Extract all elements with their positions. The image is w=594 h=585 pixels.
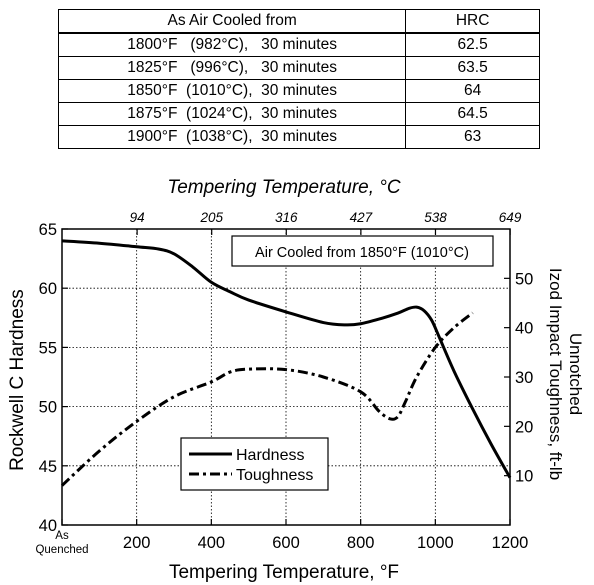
bottom-axis-title: Tempering Temperature, °F: [169, 562, 399, 583]
table-row: 1900°F (1038°C), 30 minutes 63: [57, 125, 540, 149]
x-tick-label: 800: [347, 534, 375, 552]
right-axis-title-line2: Izod Impact Toughness, ft-lb: [546, 268, 565, 480]
table-row: 1850°F (1010°C), 30 minutes 64: [57, 79, 540, 103]
y2-tick-label: 10: [515, 468, 533, 486]
y2-tick-label: 30: [515, 369, 533, 387]
x-tick-label: As: [55, 530, 69, 542]
x2-tick-label: 316: [275, 210, 298, 225]
x-tick-label: 600: [272, 534, 300, 552]
chart-ticks: As Quenched 200 400 600 800 1000 1200 94 205 316 42…: [35, 210, 533, 556]
table-header-hrc: HRC: [405, 9, 540, 34]
chart-series: [60, 239, 512, 487]
y-tick-label: 60: [39, 280, 57, 298]
table-row: 1825°F (996°C), 30 minutes 63.5: [57, 56, 540, 80]
y2-tick-label: 40: [515, 320, 533, 338]
table-header-condition: As Air Cooled from: [57, 9, 407, 34]
x-tick-label: 1000: [417, 534, 454, 552]
hardness-table: As Air Cooled from HRC 1800°F (982°C), 3…: [57, 9, 540, 149]
y-tick-label: 55: [39, 339, 57, 357]
series-line-hardness: [61, 239, 512, 479]
x2-tick-label: 538: [424, 210, 447, 225]
legend-box: [180, 437, 329, 491]
left-axis-title: Rockwell C Hardness: [7, 289, 28, 471]
table-cell-condition: 1900°F (1038°C), 30 minutes: [57, 125, 407, 149]
table-cell-hrc: 63: [405, 125, 540, 149]
legend-hardness-label: Hardness: [236, 447, 304, 464]
table-header-row: As Air Cooled from HRC: [57, 9, 540, 34]
y-tick-label: 40: [39, 517, 57, 535]
y2-tick-label: 50: [515, 270, 533, 288]
y2-tick-label: 20: [515, 418, 533, 436]
x2-tick-label: 94: [130, 210, 145, 225]
table-cell-condition: 1850°F (1010°C), 30 minutes: [57, 79, 407, 103]
annotation-box: [231, 235, 494, 267]
table-cell-condition: 1875°F (1024°C), 30 minutes: [57, 102, 407, 126]
x2-tick-label: 427: [350, 210, 373, 225]
legend: Hardness Toughness: [180, 437, 329, 491]
table-cell-hrc: 64: [405, 79, 540, 103]
x-tick-label-quenched: Quenched: [35, 544, 88, 556]
x-tick-label: 1200: [492, 534, 529, 552]
table-cell-condition: 1800°F (982°C), 30 minutes: [57, 32, 407, 57]
table-row: 1875°F (1024°C), 30 minutes 64.5: [57, 102, 540, 126]
right-axis-title-line1: Unnotched: [566, 333, 585, 415]
table-cell-hrc: 64.5: [405, 102, 540, 126]
legend-toughness-label: Toughness: [236, 467, 313, 484]
x2-tick-label: 205: [199, 210, 223, 225]
table-cell-condition: 1825°F (996°C), 30 minutes: [57, 56, 407, 80]
x-tick-label: 400: [198, 534, 226, 552]
x-tick-label: 200: [123, 534, 151, 552]
annotation-text: Air Cooled from 1850°F (1010°C): [255, 245, 469, 261]
x2-tick-label: 649: [499, 210, 522, 225]
series-line-toughness: [60, 311, 474, 487]
y-tick-label: 65: [39, 221, 57, 239]
y-tick-label: 50: [39, 399, 57, 417]
y-tick-label: 45: [39, 458, 57, 476]
top-axis-title: Tempering Temperature, °C: [167, 177, 401, 198]
